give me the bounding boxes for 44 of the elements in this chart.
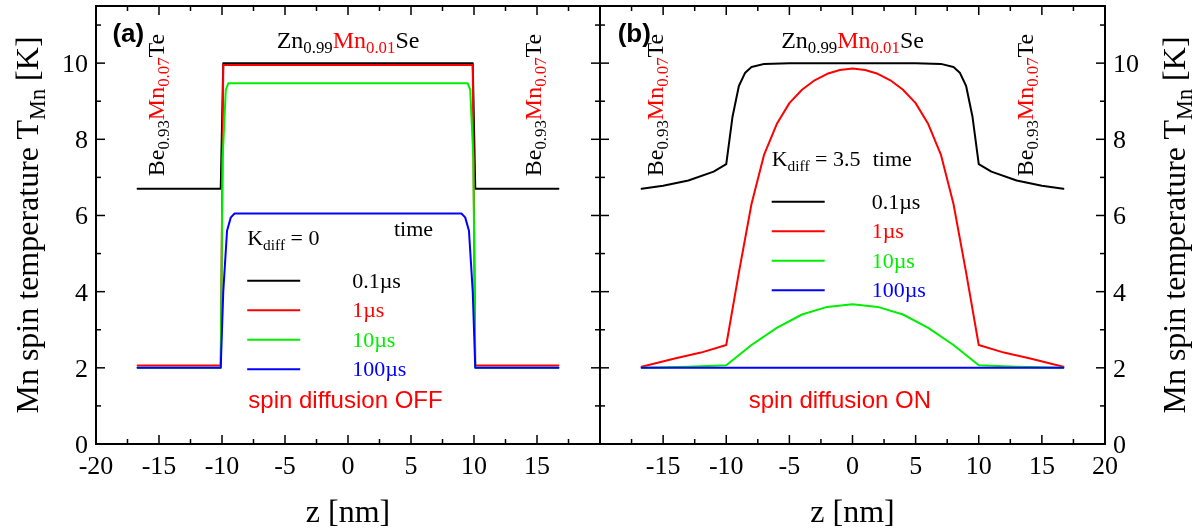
y2-tick-label: 2: [1113, 353, 1126, 383]
legend-label: 1µs: [352, 297, 385, 323]
x-tick-label: 15: [524, 451, 550, 480]
x-tick-label: -15: [141, 451, 177, 480]
y2-tick-label: 4: [1113, 277, 1126, 307]
y-tick-label: 6: [75, 201, 88, 231]
x-tick-label: 10: [461, 451, 487, 480]
y-tick-label: 8: [75, 125, 88, 155]
y2-tick-label: 6: [1113, 201, 1126, 231]
x-tick-label: -5: [274, 451, 296, 480]
legend-label: 1µs: [871, 218, 904, 244]
x-tick-label: -10: [204, 451, 240, 480]
x-tick-label: 5: [404, 451, 418, 480]
x-tick-label: -10: [708, 451, 744, 480]
annotation: (a): [112, 18, 145, 49]
x-tick-label: 0: [846, 451, 859, 480]
y-tick-label: 4: [75, 277, 88, 307]
x-tick-label: 5: [909, 451, 923, 480]
legend-label: 10µs: [352, 326, 396, 352]
legend-label: 100µs: [352, 356, 407, 382]
y2-tick-label: 10: [1113, 49, 1139, 79]
annotation: spin diffusion OFF: [248, 385, 443, 413]
legend-label: 100µs: [871, 277, 926, 303]
legend-label: 0.1µs: [871, 188, 921, 214]
y-tick-label: 2: [75, 353, 88, 383]
legend-title: K$_{diff}$ = 3.5: [771, 145, 861, 174]
legend-title: K$_{diff}$ = 0: [247, 224, 320, 253]
annotation: time: [872, 145, 912, 171]
y-tick-label: 10: [62, 49, 88, 79]
x-tick-label: 0: [341, 451, 355, 480]
y-tick-label: 0: [75, 430, 88, 459]
x-tick-label: 15: [1028, 451, 1055, 480]
x-tick-label: 10: [965, 451, 992, 480]
x-axis-title: z [nm]: [810, 493, 895, 529]
annotation: Zn$_{0.99}$Mn$_{0.01}$Se: [276, 26, 420, 57]
annotation: time: [393, 216, 434, 242]
x-tick-label: -5: [778, 451, 801, 480]
x-tick-label: -15: [645, 451, 681, 480]
annotation: spin diffusion ON: [748, 385, 932, 413]
annotation: Zn$_{0.99}$Mn$_{0.01}$Se: [781, 26, 924, 57]
legend-label: 10µs: [871, 247, 915, 273]
y2-tick-label: 8: [1113, 125, 1126, 155]
x-axis-title: z [nm]: [305, 493, 391, 529]
legend-label: 0.1µs: [352, 267, 401, 293]
